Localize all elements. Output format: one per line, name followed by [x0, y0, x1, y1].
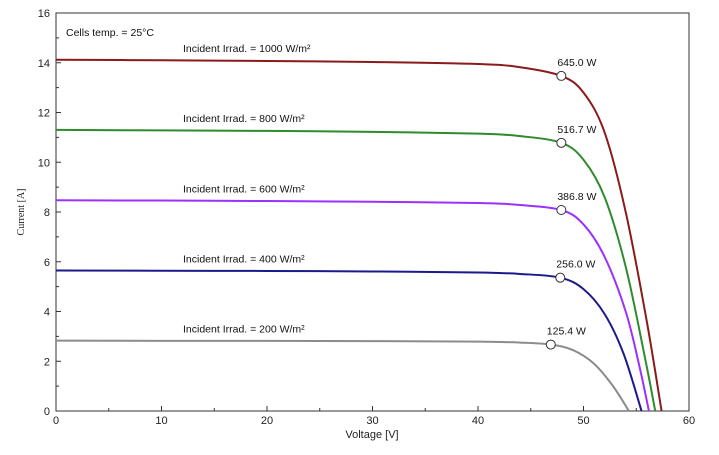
- mpp-marker-1: [556, 137, 567, 148]
- iv-curve-4: [55, 339, 630, 412]
- mpp-power-label-4: 125.4 W: [547, 326, 586, 338]
- plot-area: [55, 12, 690, 412]
- y-tick-label: 6: [44, 257, 50, 269]
- y-tick-label: 16: [38, 8, 50, 20]
- curve-labels: 645.0 W Incident Irrad. = 1000 W/m² 516.7 …: [183, 43, 597, 338]
- x-tick-label: 0: [53, 415, 59, 427]
- mpp-power-label-1: 516.7 W: [557, 124, 596, 136]
- y-tick-label: 8: [44, 207, 50, 219]
- cells-temp-annotation: Cells temp. = 25°C: [66, 27, 154, 39]
- mpp-marker-0: [556, 70, 567, 81]
- mpp-marker-4: [545, 339, 556, 350]
- irradiance-label-3: Incident Irrad. = 400 W/m²: [183, 253, 305, 265]
- iv-curve-3: [55, 269, 643, 412]
- x-tick-label: 30: [366, 415, 378, 427]
- irradiance-label-0: Incident Irrad. = 1000 W/m²: [183, 43, 311, 55]
- y-tick-label: 2: [44, 356, 50, 368]
- irradiance-label-2: Incident Irrad. = 600 W/m²: [183, 183, 305, 195]
- mpp-power-label-3: 256.0 W: [556, 259, 595, 271]
- mpp-marker-3: [555, 272, 566, 283]
- x-tick-label: 40: [472, 415, 484, 427]
- y-tick-label: 12: [38, 108, 50, 120]
- y-tick-label: 0: [44, 406, 50, 418]
- curves: [55, 58, 663, 412]
- iv-curve-2: [55, 199, 650, 412]
- x-tick-label: 20: [261, 415, 273, 427]
- x-tick-label: 60: [683, 415, 695, 427]
- irradiance-label-1: Incident Irrad. = 800 W/m²: [183, 113, 305, 125]
- irradiance-label-4: Incident Irrad. = 200 W/m²: [183, 324, 305, 336]
- x-axis-label: Voltage [V]: [345, 429, 398, 441]
- y-axis: 0 2 4 6 8 10 12 14 16: [38, 8, 61, 418]
- x-axis: 0 10 20 30 40 50 60: [53, 406, 695, 427]
- y-tick-label: 4: [44, 307, 50, 319]
- iv-curve-1: [55, 128, 657, 412]
- iv-curve-0: [55, 58, 663, 412]
- y-tick-label: 10: [38, 157, 50, 169]
- mpp-power-label-0: 645.0 W: [557, 57, 596, 69]
- y-axis-label: Current [A]: [16, 189, 27, 236]
- y-tick-label: 14: [38, 58, 50, 70]
- x-tick-label: 10: [155, 415, 167, 427]
- mpp-power-label-2: 386.8 W: [557, 191, 596, 203]
- mpp-marker-2: [556, 205, 567, 216]
- x-tick-label: 50: [577, 415, 589, 427]
